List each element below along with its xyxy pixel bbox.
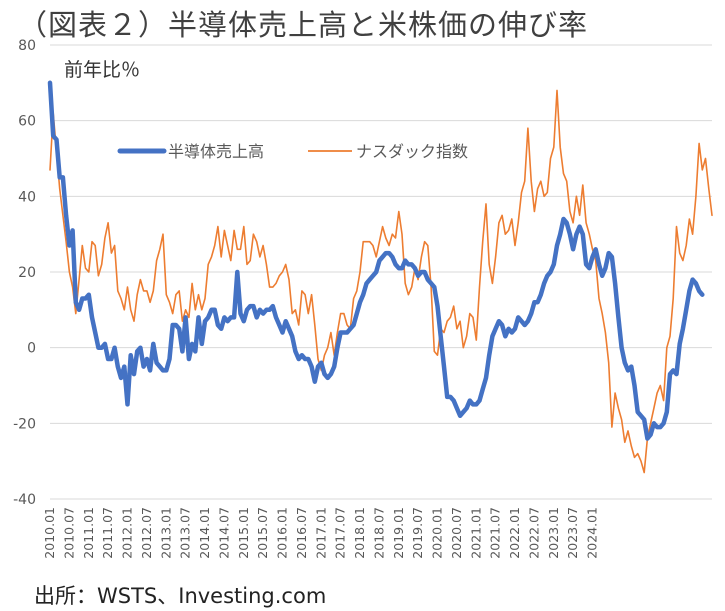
x-tick-label: 2017.07 xyxy=(333,507,348,559)
series-lines xyxy=(47,80,713,474)
x-tick-label: 2015.01 xyxy=(236,507,251,559)
x-tick-label: 2012.07 xyxy=(139,507,154,559)
x-tick-label: 2012.01 xyxy=(120,507,135,559)
y-axis-unit-label: 前年比％ xyxy=(64,59,140,81)
x-tick-label: 2013.07 xyxy=(178,507,193,559)
x-tick-label: 2023.01 xyxy=(546,507,561,559)
legend: 半導体売上高 ナスダック指数 xyxy=(117,142,468,161)
gridlines xyxy=(50,44,712,500)
y-tick-label: 40 xyxy=(18,189,36,205)
x-tick-label: 2011.07 xyxy=(100,507,115,559)
x-tick-label: 2020.01 xyxy=(430,507,445,559)
x-tick-label: 2022.07 xyxy=(526,507,541,559)
x-tick-label: 2018.01 xyxy=(352,507,367,559)
y-axis-ticks: -40 -20 0 20 40 60 80 xyxy=(13,38,36,508)
series-line-semiconductor xyxy=(47,80,705,441)
y-tick-label: 0 xyxy=(27,341,36,357)
x-tick-label: 2018.07 xyxy=(371,507,386,559)
x-tick-label: 2021.01 xyxy=(468,507,483,559)
y-tick-label: 80 xyxy=(18,38,36,54)
legend-label-nasdaq: ナスダック指数 xyxy=(356,142,468,161)
x-axis-ticks: 2010.01 2010.07 2011.01 2011.07 2012.01 2012.… xyxy=(42,507,600,559)
x-tick-label: 2016.07 xyxy=(294,507,309,559)
legend-label-semiconductor: 半導体売上高 xyxy=(168,142,264,161)
x-tick-label: 2019.01 xyxy=(391,507,406,559)
y-tick-label: -20 xyxy=(13,416,36,432)
x-tick-label: 2014.01 xyxy=(197,507,212,559)
x-tick-label: 2011.01 xyxy=(81,507,96,559)
y-tick-label: -40 xyxy=(13,492,36,508)
x-tick-label: 2021.07 xyxy=(488,507,503,559)
x-tick-label: 2020.07 xyxy=(449,507,464,559)
x-tick-label: 2013.01 xyxy=(158,507,173,559)
x-tick-label: 2014.07 xyxy=(216,507,231,559)
y-tick-label: 60 xyxy=(18,114,36,130)
x-tick-label: 2024.01 xyxy=(585,507,600,559)
series-line-nasdaq xyxy=(49,89,713,474)
source-note: 出所：WSTS、Investing.com xyxy=(34,584,327,608)
x-tick-label: 2022.01 xyxy=(507,507,522,559)
y-tick-label: 20 xyxy=(18,265,36,281)
x-tick-label: 2023.07 xyxy=(565,507,580,559)
x-tick-label: 2015.07 xyxy=(255,507,270,559)
x-tick-label: 2019.07 xyxy=(410,507,425,559)
x-tick-label: 2010.07 xyxy=(61,507,76,559)
chart-title: （図表２）半導体売上高と米株価の伸び率 xyxy=(18,8,589,42)
x-tick-label: 2010.01 xyxy=(42,507,57,559)
x-tick-label: 2017.01 xyxy=(313,507,328,559)
x-tick-label: 2016.01 xyxy=(275,507,290,559)
